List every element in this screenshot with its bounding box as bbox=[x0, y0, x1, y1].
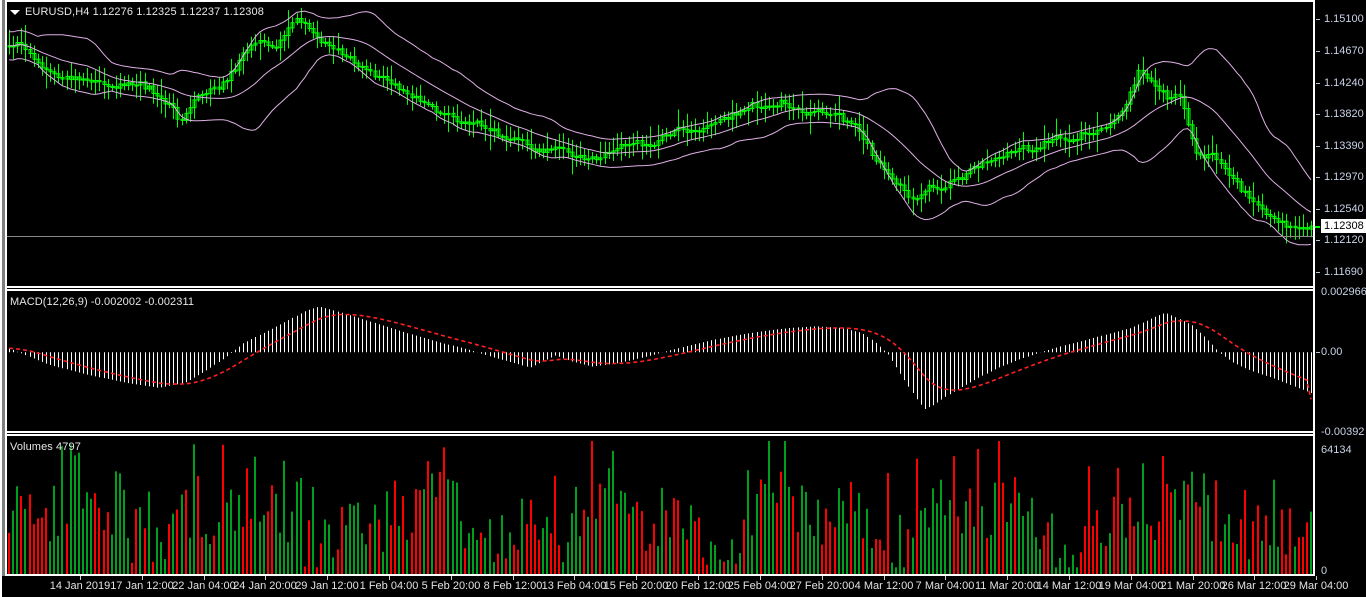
price-axis-label: 1.13820 bbox=[1324, 108, 1364, 120]
time-axis-tick bbox=[945, 576, 946, 580]
time-axis-tick bbox=[884, 576, 885, 580]
time-axis-tick bbox=[204, 576, 205, 580]
price-axis[interactable]: 1.15100 1.14670 1.14240 1.13820 1.13390 1.129… bbox=[1315, 0, 1366, 578]
time-axis-tick bbox=[1007, 576, 1008, 580]
macd-pane[interactable] bbox=[7, 292, 1313, 432]
current-price-line bbox=[7, 236, 1313, 237]
volume-pane-header: Volumes 4797 bbox=[10, 441, 81, 453]
time-axis[interactable]: 14 Jan 2019 17 Jan 12:00 22 Jan 04:00 24 Ja… bbox=[2, 576, 1366, 597]
time-axis-label: 8 Feb 12:00 bbox=[483, 580, 543, 592]
time-axis-label: 11 Mar 20:00 bbox=[974, 580, 1040, 592]
time-axis-label: 27 Feb 20:00 bbox=[789, 580, 855, 592]
volume-pane[interactable] bbox=[7, 437, 1313, 574]
time-axis-tick bbox=[513, 576, 514, 580]
time-axis-tick bbox=[1254, 576, 1255, 580]
time-axis-tick bbox=[142, 576, 143, 580]
volume-axis-label: 64134 bbox=[1321, 444, 1352, 456]
macd-axis-tick bbox=[1316, 352, 1320, 353]
time-axis-label: 25 Feb 04:00 bbox=[727, 580, 793, 592]
time-axis-label: 19 Mar 04:00 bbox=[1098, 580, 1164, 592]
pane-separator-4-bottom bbox=[5, 574, 1314, 576]
price-pane-header: EURUSD,H4 1.12276 1.12325 1.12237 1.1230… bbox=[25, 6, 264, 18]
time-axis-label: 13 Feb 04:00 bbox=[541, 580, 607, 592]
price-axis-tick bbox=[1316, 51, 1320, 52]
price-axis-tick bbox=[1316, 209, 1320, 210]
time-axis-tick bbox=[1193, 576, 1194, 580]
pane-separator-3 bbox=[5, 431, 1314, 433]
time-axis-tick bbox=[389, 576, 390, 580]
macd-axis-label: 0.002966 bbox=[1321, 286, 1366, 298]
time-axis-label: 15 Feb 20:00 bbox=[603, 580, 669, 592]
time-axis-tick bbox=[327, 576, 328, 580]
price-axis-tick bbox=[1316, 83, 1320, 84]
price-axis-tick bbox=[1316, 177, 1320, 178]
current-price-tick bbox=[1315, 226, 1320, 228]
time-axis-tick bbox=[1131, 576, 1132, 580]
price-chart-pane[interactable] bbox=[7, 2, 1313, 286]
price-chart-canvas bbox=[7, 7, 1313, 246]
time-axis-label: 14 Jan 2019 bbox=[49, 580, 111, 592]
price-axis-label: 1.14240 bbox=[1324, 77, 1364, 89]
price-axis-separator bbox=[1313, 0, 1315, 578]
macd-axis-label: -0.00392 bbox=[1321, 426, 1365, 438]
time-axis-label: 20 Feb 12:00 bbox=[665, 580, 731, 592]
price-axis-tick bbox=[1316, 146, 1320, 147]
time-axis-label: 26 Mar 12:00 bbox=[1221, 580, 1287, 592]
price-axis-label: 1.13390 bbox=[1324, 140, 1364, 152]
price-axis-label: 1.12540 bbox=[1324, 203, 1364, 215]
time-axis-label: 17 Jan 12:00 bbox=[110, 580, 174, 592]
time-axis-tick bbox=[760, 576, 761, 580]
pane-separator-4 bbox=[5, 434, 1314, 436]
price-axis-tick bbox=[1316, 240, 1320, 241]
time-axis-label: 29 Mar 04:00 bbox=[1283, 580, 1349, 592]
time-axis-label: 5 Feb 20:00 bbox=[421, 580, 481, 592]
current-price-label: 1.12308 bbox=[1321, 219, 1366, 233]
time-axis-tick bbox=[451, 576, 452, 580]
chart-top-border bbox=[5, 0, 1314, 2]
time-axis-label: 21 Mar 20:00 bbox=[1160, 580, 1226, 592]
price-axis-label: 1.15100 bbox=[1324, 13, 1364, 25]
time-axis-tick bbox=[574, 576, 575, 580]
time-axis-label: 29 Jan 12:00 bbox=[295, 580, 359, 592]
time-axis-label: 7 Mar 04:00 bbox=[915, 580, 975, 592]
volume-axis-label: 0 bbox=[1321, 565, 1328, 577]
pane-separator-1 bbox=[5, 286, 1314, 288]
time-axis-tick bbox=[1069, 576, 1070, 580]
time-axis-label: 1 Feb 04:00 bbox=[359, 580, 419, 592]
time-axis-tick bbox=[80, 576, 81, 580]
time-axis-label: 24 Jan 20:00 bbox=[233, 580, 297, 592]
time-axis-tick bbox=[1316, 576, 1317, 580]
macd-axis-label: 0.00 bbox=[1321, 346, 1343, 358]
macd-canvas bbox=[9, 307, 1312, 409]
macd-pane-header: MACD(12,26,9) -0.002002 -0.002311 bbox=[10, 296, 195, 308]
pane-separator-2 bbox=[5, 289, 1314, 291]
chevron-down-icon[interactable] bbox=[10, 10, 20, 15]
time-axis-tick bbox=[698, 576, 699, 580]
time-axis-label: 4 Mar 12:00 bbox=[854, 580, 914, 592]
window-left-edge bbox=[2, 0, 5, 597]
price-axis-label: 1.14670 bbox=[1324, 45, 1364, 57]
price-axis-tick bbox=[1316, 272, 1320, 273]
time-axis-label: 22 Jan 04:00 bbox=[172, 580, 236, 592]
time-axis-tick bbox=[636, 576, 637, 580]
price-axis-label: 1.12970 bbox=[1324, 171, 1364, 183]
time-axis-tick bbox=[265, 576, 266, 580]
price-axis-label: 1.12120 bbox=[1324, 234, 1364, 246]
time-axis-tick bbox=[822, 576, 823, 580]
price-axis-label: 1.11690 bbox=[1324, 266, 1363, 278]
time-axis-label: 14 Mar 12:00 bbox=[1036, 580, 1102, 592]
price-axis-tick bbox=[1316, 114, 1320, 115]
volume-canvas bbox=[8, 441, 1312, 574]
price-axis-tick bbox=[1316, 19, 1320, 20]
